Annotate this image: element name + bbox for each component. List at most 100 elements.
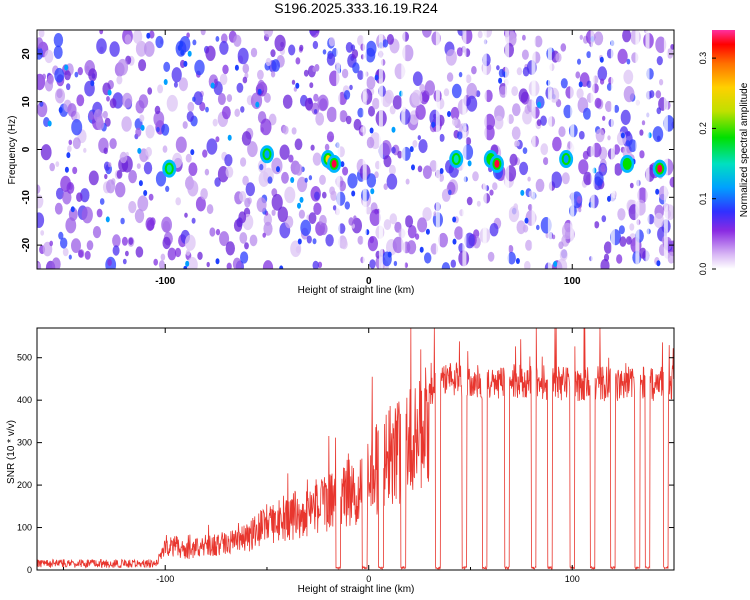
spectrogram-blob (205, 45, 216, 61)
spectrogram-blob (383, 219, 392, 231)
spectrogram-fleck (138, 180, 143, 187)
spectrogram-blob (353, 118, 362, 131)
spectrogram-blob (527, 176, 531, 182)
spectrogram-blob (653, 212, 664, 228)
spectrogram-blob (620, 109, 631, 125)
spectrogram-blob (64, 70, 71, 81)
spectrogram-fleck (255, 101, 260, 108)
spectrogram-blob (443, 88, 450, 97)
spectrogram-blob (109, 41, 120, 57)
spectrogram-blob (270, 49, 276, 58)
spectrogram-blob (586, 80, 592, 88)
snr-frame (36, 327, 675, 571)
spectrogram-blob (314, 191, 320, 201)
colorbar-ticks: 0.0 0.1 0.2 0.3 (698, 52, 716, 275)
spectrogram-blob (148, 193, 154, 201)
spectrogram-blob (457, 131, 463, 140)
spectrogram-blob (257, 79, 266, 92)
spectrogram-blob (137, 195, 149, 212)
spectrogram-blob (72, 166, 78, 175)
spectrogram-blob (215, 228, 221, 236)
spectrogram-y-axis-label: Frequency (Hz) (7, 116, 18, 185)
spectrogram-fleck (447, 111, 451, 117)
spectrogram-blob (62, 247, 69, 257)
spectrogram-blob (262, 232, 267, 238)
spectrogram-blob (419, 83, 426, 93)
spectrogram-blob (279, 144, 290, 160)
spectrogram-blob (51, 257, 61, 269)
spectrogram-blob (249, 234, 258, 247)
spectrogram-blob (342, 166, 349, 176)
spectrogram-blob (452, 117, 458, 126)
spectrogram-fleck (177, 44, 182, 51)
spectrogram-blob (350, 44, 356, 51)
spectrogram-blob (240, 251, 249, 264)
spectrogram-blob (417, 217, 428, 233)
spectrogram-blob (267, 176, 273, 184)
spectrogram-blob (519, 161, 529, 176)
snr-series-line (37, 328, 674, 570)
spectrogram-blob (639, 150, 645, 159)
spectrogram-blob (121, 116, 132, 132)
spectrogram-blob (134, 208, 145, 224)
spectrogram-blob (417, 165, 423, 173)
spectrogram-blob (315, 112, 325, 126)
spectrogram-blob (96, 38, 107, 55)
spectrogram-marks (37, 30, 674, 269)
spectrogram-blob (158, 260, 165, 269)
spectrogram-blob (184, 212, 188, 218)
spectrogram-fleck (411, 164, 415, 171)
spectrogram-blob (83, 147, 87, 153)
y-tick-label: -20 (21, 237, 32, 252)
spectrogram-fleck (279, 265, 284, 269)
spectrogram-fleck (599, 56, 604, 63)
spectrogram-blob (282, 125, 289, 135)
spectrogram-blob (167, 247, 177, 261)
spectrogram-blob (88, 68, 97, 82)
spectrogram-blob (37, 194, 44, 209)
spectrogram-blob (175, 197, 181, 206)
spectrogram-blob (472, 171, 479, 182)
spectrogram-blob (103, 147, 108, 155)
spectrogram-blob (369, 236, 375, 244)
spectrogram-blob (240, 106, 245, 113)
spectrogram-blob (300, 219, 312, 236)
spectrogram-blob (344, 201, 350, 210)
spectrogram-blob (191, 217, 196, 224)
spectrogram-fleck (90, 80, 95, 87)
spectrogram-blob (639, 129, 644, 136)
spectrogram-blob (418, 139, 428, 154)
spectrogram-blob (433, 211, 437, 217)
spectrogram-gap (570, 30, 575, 269)
spectrogram-blob (299, 44, 304, 52)
spectrogram-fleck (370, 188, 375, 195)
spectrogram-blob (669, 176, 674, 188)
spectrogram-blob (147, 87, 153, 95)
spectrogram-blob (239, 191, 247, 202)
spectrogram-blob (49, 162, 55, 172)
y-tick-label: 0 (27, 565, 32, 575)
spectrogram-blob (37, 101, 48, 118)
spectrogram-blob (71, 238, 81, 254)
spectrogram-blob (600, 164, 606, 173)
spectrogram-blob (641, 120, 646, 126)
spectrogram-blob (556, 258, 568, 269)
spectrogram-blob (576, 88, 584, 99)
spectrogram-blob (186, 32, 190, 38)
spectrogram-blob (555, 52, 562, 63)
spectrogram-blob (68, 254, 72, 260)
spectrogram-blob (309, 30, 320, 38)
spectrogram-blob (429, 160, 438, 172)
spectrogram-blob (199, 101, 206, 112)
spectrogram-blob (143, 161, 153, 175)
spectrogram-blob (655, 36, 667, 54)
spectrogram-blob (383, 155, 392, 168)
spectrogram-blob (125, 250, 129, 257)
spectrogram-blob (365, 206, 371, 215)
spectrogram-blob (132, 30, 143, 44)
spectrogram-fleck (387, 251, 392, 258)
spectrogram-blob (205, 106, 209, 113)
spectrogram-blob (578, 130, 585, 140)
spectrogram-blob (192, 96, 196, 102)
spectrogram-gap (362, 30, 367, 269)
